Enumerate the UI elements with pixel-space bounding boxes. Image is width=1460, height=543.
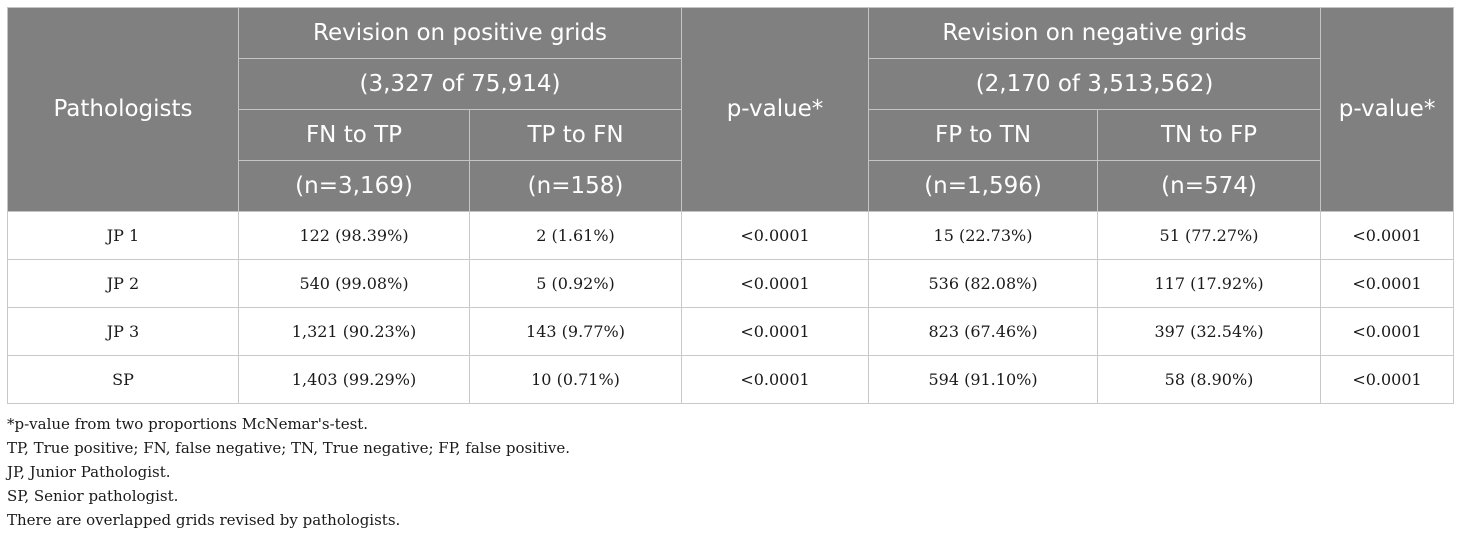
header-positive-title: Revision on positive grids xyxy=(237,7,683,59)
footnote-jp: JP, Junior Pathologist. xyxy=(7,463,171,481)
header-negative-count: (2,170 of 3,513,562) xyxy=(868,58,1322,110)
header-fp-to-tn-n: (n=1,596) xyxy=(868,160,1099,212)
cell-tn-to-fp: 58 (8.90%) xyxy=(1097,355,1322,404)
cell-fn-to-tp: 1,403 (99.29%) xyxy=(238,355,470,404)
cell-tn-to-fp: 51 (77.27%) xyxy=(1097,211,1322,260)
header-fp-to-tn: FP to TN xyxy=(868,109,1099,161)
cell-pathologist: JP 2 xyxy=(7,259,239,308)
cell-tn-to-fp: 397 (32.54%) xyxy=(1097,307,1322,356)
cell-pathologist: JP 1 xyxy=(7,211,239,260)
cell-tp-to-fn: 5 (0.92%) xyxy=(468,259,683,308)
table-row: JP 3 1,321 (90.23%) 143 (9.77%) <0.0001 … xyxy=(7,307,1455,356)
header-negative-title: Revision on negative grids xyxy=(868,7,1322,59)
cell-tn-to-fp: 117 (17.92%) xyxy=(1097,259,1322,308)
cell-pvalue-negative: <0.0001 xyxy=(1320,259,1455,308)
cell-pvalue-positive: <0.0001 xyxy=(681,355,870,404)
cell-fp-to-tn: 594 (91.10%) xyxy=(868,355,1099,404)
revision-table: Pathologists Revision on positive grids … xyxy=(7,7,1455,404)
header-pathologists: Pathologists xyxy=(7,7,239,212)
cell-pvalue-positive: <0.0001 xyxy=(681,211,870,260)
cell-fp-to-tn: 823 (67.46%) xyxy=(868,307,1099,356)
header-positive-count: (3,327 of 75,914) xyxy=(237,58,683,110)
cell-tp-to-fn: 2 (1.61%) xyxy=(468,211,683,260)
header-tn-to-fp: TN to FP xyxy=(1097,109,1322,161)
cell-pvalue-negative: <0.0001 xyxy=(1320,355,1455,404)
cell-pathologist: SP xyxy=(7,355,239,404)
cell-pvalue-negative: <0.0001 xyxy=(1320,211,1455,260)
table-footnotes: *p-value from two proportions McNemar's-… xyxy=(7,412,1453,532)
table-row: JP 1 122 (98.39%) 2 (1.61%) <0.0001 15 (… xyxy=(7,211,1455,260)
footnote-sp: SP, Senior pathologist. xyxy=(7,487,179,505)
header-pvalue-negative: p-value* xyxy=(1320,7,1455,212)
header-tn-to-fp-n: (n=574) xyxy=(1097,160,1322,212)
table-header: Pathologists Revision on positive grids … xyxy=(7,7,1455,212)
table-container: Pathologists Revision on positive grids … xyxy=(7,7,1455,532)
header-tp-to-fn: TP to FN xyxy=(468,109,683,161)
footnote-pvalue: *p-value from two proportions McNemar's-… xyxy=(7,415,369,433)
cell-fn-to-tp: 540 (99.08%) xyxy=(238,259,470,308)
cell-pvalue-negative: <0.0001 xyxy=(1320,307,1455,356)
table-row: SP 1,403 (99.29%) 10 (0.71%) <0.0001 594… xyxy=(7,355,1455,404)
cell-tp-to-fn: 143 (9.77%) xyxy=(468,307,683,356)
cell-fn-to-tp: 1,321 (90.23%) xyxy=(238,307,470,356)
cell-pvalue-positive: <0.0001 xyxy=(681,307,870,356)
cell-fn-to-tp: 122 (98.39%) xyxy=(238,211,470,260)
cell-tp-to-fn: 10 (0.71%) xyxy=(468,355,683,404)
cell-pvalue-positive: <0.0001 xyxy=(681,259,870,308)
footnote-abbreviations: TP, True positive; FN, false negative; T… xyxy=(7,439,570,457)
cell-fp-to-tn: 15 (22.73%) xyxy=(868,211,1099,260)
table-row: JP 2 540 (99.08%) 5 (0.92%) <0.0001 536 … xyxy=(7,259,1455,308)
table-body: JP 1 122 (98.39%) 2 (1.61%) <0.0001 15 (… xyxy=(7,211,1455,404)
header-fn-to-tp-n: (n=3,169) xyxy=(238,160,470,212)
header-fn-to-tp: FN to TP xyxy=(238,109,470,161)
header-tp-to-fn-n: (n=158) xyxy=(468,160,683,212)
footnote-overlap: There are overlapped grids revised by pa… xyxy=(7,511,401,529)
header-pvalue-positive: p-value* xyxy=(681,7,870,212)
cell-pathologist: JP 3 xyxy=(7,307,239,356)
cell-fp-to-tn: 536 (82.08%) xyxy=(868,259,1099,308)
